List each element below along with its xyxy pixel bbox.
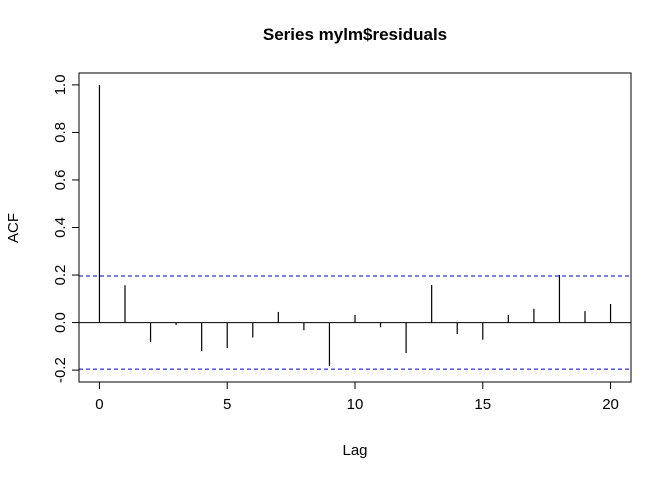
y-tick-label: 1.0: [52, 74, 69, 95]
x-tick-label: 5: [223, 396, 231, 413]
y-tick-label: 0.0: [52, 312, 69, 333]
x-axis: 0 5 10 15 20: [95, 381, 619, 413]
chart-title: Series mylm$residuals: [263, 25, 447, 44]
plot-frame: [78, 72, 632, 383]
y-axis-label: ACF: [5, 213, 22, 243]
y-tick-label: -0.2: [52, 357, 69, 383]
y-axis: -0.2 0.0 0.2 0.4 0.6 0.8 1.0: [52, 74, 80, 383]
y-tick-label: 0.6: [52, 170, 69, 191]
y-tick-label: 0.2: [52, 265, 69, 286]
x-tick-label: 10: [347, 396, 364, 413]
acf-spikes: [98, 84, 612, 367]
x-tick-label: 0: [95, 396, 103, 413]
y-tick-label: 0.8: [52, 122, 69, 143]
x-axis-label: Lag: [342, 442, 367, 459]
x-tick-label: 15: [474, 396, 491, 413]
x-tick-label: 20: [602, 396, 619, 413]
y-tick-label: 0.4: [52, 217, 69, 238]
